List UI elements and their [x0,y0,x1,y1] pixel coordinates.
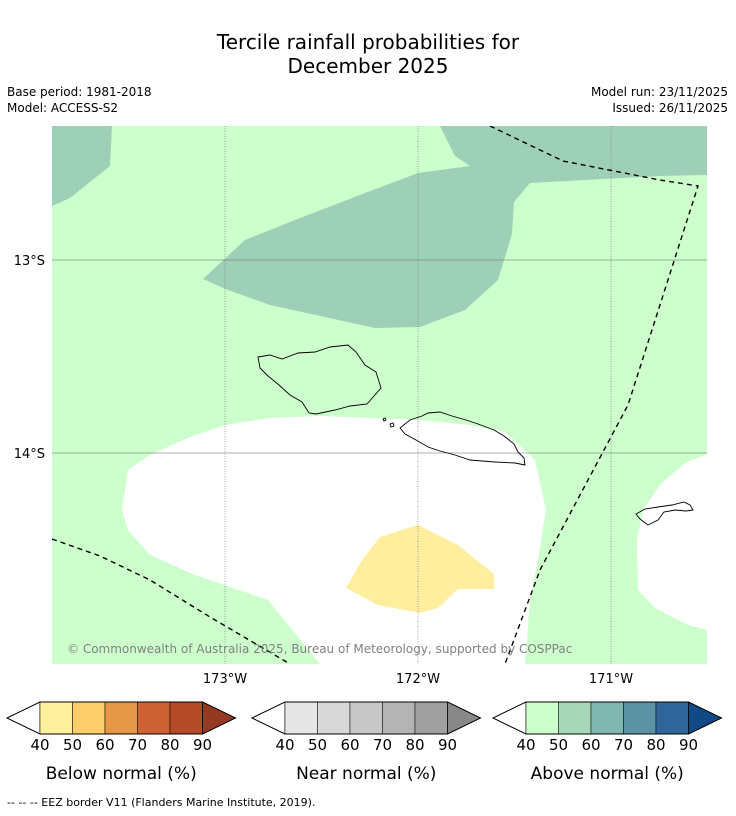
legend-0-tick-2: 60 [95,736,114,754]
legend-0-tick-5: 90 [193,736,212,754]
legend-1-swatch-4 [414,701,448,735]
island-apolima [389,422,395,428]
legend-2-low-arrow [492,701,527,735]
island-savaii [257,344,382,415]
no-dominant-tercile-east [637,454,707,630]
above-normal-50-top-right [203,126,707,328]
copyright-text: © Commonwealth of Australia 2025, Bureau… [67,642,572,656]
legend-0-tick-1: 50 [63,736,82,754]
legend-1-title: Near normal (%) [296,764,436,784]
legend-1-tick-1: 50 [308,736,327,754]
legend-1-tick-2: 60 [340,736,359,754]
legend-0-swatch-1 [72,701,106,735]
legend-1-tick-5: 90 [438,736,457,754]
title-line-2: December 2025 [287,54,449,78]
below-normal-40-region [346,525,494,613]
legend-0-swatch-0 [39,701,73,735]
legend-1-tick-3: 70 [373,736,392,754]
legend-2-tick-5: 90 [679,736,698,754]
lat-label-14s: 14°S [14,447,45,462]
legend-2-tick-0: 40 [516,736,535,754]
legend-2-swatch-0 [525,701,559,735]
legend-1-swatch-3 [382,701,416,735]
legend-2-tick-4: 80 [646,736,665,754]
legend-2-swatch-2 [590,701,624,735]
title-line-1: Tercile rainfall probabilities for [216,30,520,54]
legend-0-title: Below normal (%) [46,764,197,784]
legend-0-low-arrow [6,701,41,735]
legend-1-swatch-0 [284,701,318,735]
legend-2-title: Above normal (%) [531,764,684,784]
legend-0-outline [5,701,237,735]
legend-0-tick-4: 80 [160,736,179,754]
legend-2-tick-1: 50 [549,736,568,754]
island-upolu [399,411,526,466]
map-title: Tercile rainfall probabilities for Decem… [0,30,736,78]
legend-1-swatch-1 [317,701,351,735]
legend-0-high-arrow [202,701,237,735]
eez-border-north [489,126,699,664]
legend-2-tick-3: 70 [614,736,633,754]
legends: 40 50 60 70 80 90 Below normal (%) 40 50 60 70 80 90… [5,701,723,784]
meta-right: Model run: 23/11/2025 Issued: 26/11/2025 [591,84,728,116]
eez-border-south [52,538,291,664]
legend-2-swatch-1 [558,701,592,735]
model-run: Model run: 23/11/2025 [590,85,728,99]
base-period: Base period: 1981-2018 [7,85,152,99]
eez-footnote: -- -- -- EEZ border V11 (Flanders Marine… [7,796,316,809]
above-normal-50-top-left [52,126,112,206]
lon-label-173w: 173°W [203,672,247,687]
lon-label-171w: 171°W [589,672,633,687]
legend-0-tick-0: 40 [30,736,49,754]
issued-date: Issued: 26/11/2025 [612,101,728,115]
legend-2: 40 50 60 70 80 90 Above normal (%) [491,701,723,784]
legend-1-outline [250,701,482,735]
legend-1-high-arrow [447,701,482,735]
legend-1-swatch-2 [349,701,383,735]
legend-1-tick-0: 40 [275,736,294,754]
island-manono [382,417,387,422]
model-name: Model: ACCESS-S2 [7,101,119,115]
legend-0: 40 50 60 70 80 90 Below normal (%) [5,701,237,784]
legend-2-outline [491,701,723,735]
island-tutuila [635,501,694,526]
legend-0-swatch-2 [104,701,138,735]
legend-0-swatch-3 [137,701,171,735]
map-plot-area: © Commonwealth of Australia 2025, Bureau… [52,126,707,664]
meta-left: Base period: 1981-2018 Model: ACCESS-S2 [7,84,152,116]
legend-1-tick-4: 80 [405,736,424,754]
eez-borders [52,126,699,664]
legend-1-low-arrow [251,701,286,735]
legend-2-swatch-3 [623,701,657,735]
legend-0-tick-3: 70 [128,736,147,754]
lat-label-13s: 13°S [14,254,45,269]
legend-2-tick-2: 60 [581,736,600,754]
legend-2-swatch-4 [655,701,689,735]
islands [257,344,694,526]
graticule [52,126,707,664]
legend-2-high-arrow [688,701,723,735]
lon-label-172w: 172°W [396,672,440,687]
legend-0-swatch-4 [169,701,203,735]
